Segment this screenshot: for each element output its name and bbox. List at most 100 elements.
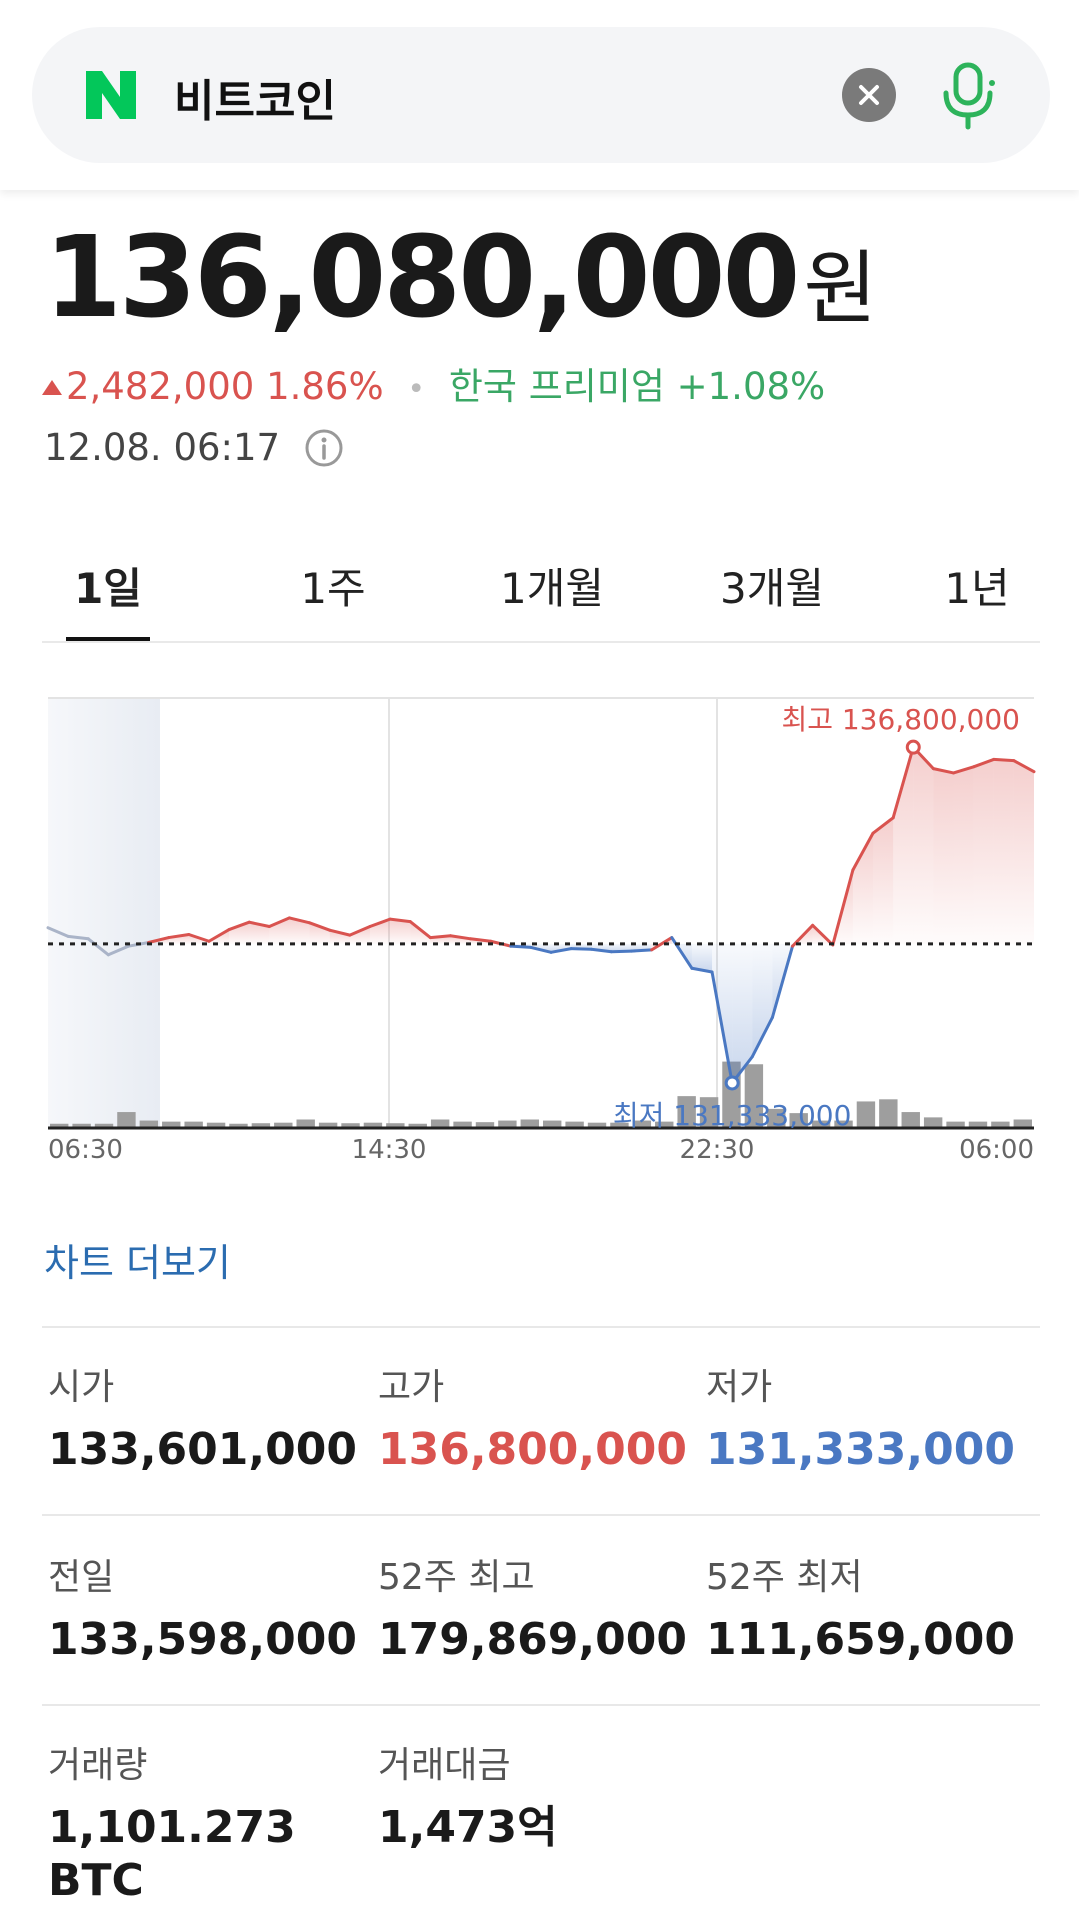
chart-more-link[interactable]: 차트 더보기	[44, 1241, 231, 1285]
period-tabs: 1일 1주 1개월 3개월 1년	[42, 545, 1040, 643]
search-header: 비트코인	[0, 0, 1079, 190]
info-icon[interactable]	[304, 428, 344, 468]
price-line-segment	[368, 917, 392, 929]
volume-bar	[341, 1123, 360, 1128]
close-icon	[859, 85, 879, 105]
stat-prev-close: 전일 133,598,000	[48, 1548, 357, 1667]
volume-bar	[50, 1123, 69, 1128]
price-area-segment	[933, 768, 954, 944]
volume-bar	[677, 1096, 696, 1128]
tab-1d[interactable]: 1일	[74, 564, 142, 613]
price-line-segment	[287, 916, 312, 925]
tab-1y[interactable]: 1년	[944, 564, 1010, 613]
price-unit: 원	[803, 242, 878, 335]
volume-bar	[587, 1122, 607, 1128]
stat-value: 131,333,000	[706, 1424, 1015, 1475]
price-line-segment	[609, 949, 634, 954]
price-area-segment	[732, 943, 753, 1083]
clear-search-button[interactable]	[842, 68, 896, 122]
volume-bar	[543, 1120, 562, 1128]
price-area-segment	[752, 943, 773, 1057]
search-bar[interactable]: 비트코인	[32, 27, 1050, 163]
price-area-segment	[1013, 760, 1034, 944]
quote-timestamp: 12.08. 06:17	[44, 426, 281, 469]
price-line-segment	[831, 868, 855, 947]
volume-bar	[94, 1123, 114, 1128]
naver-logo-icon[interactable]	[82, 67, 140, 123]
microphone-icon[interactable]	[938, 61, 998, 131]
price-line-segment	[247, 920, 271, 929]
volume-bar	[229, 1123, 248, 1128]
volume-bar	[363, 1122, 383, 1128]
price-area-segment	[329, 930, 350, 944]
price-line-segment	[86, 937, 110, 957]
volume-bar	[610, 1122, 629, 1128]
korea-premium-value: +1.08%	[676, 365, 826, 408]
stat-value: 133,601,000	[48, 1424, 357, 1475]
price-line-segment	[408, 920, 432, 940]
price-change: 2,482,000	[66, 365, 255, 408]
volume-bar	[72, 1123, 91, 1128]
volume-bar	[296, 1119, 315, 1128]
stat-52w-high: 52주 최고 179,869,000	[378, 1548, 687, 1667]
volume-bar	[834, 1120, 853, 1128]
volume-bar	[274, 1122, 293, 1128]
price-change-percent: 1.86%	[266, 365, 384, 408]
price-line-segment	[267, 916, 291, 929]
volume-bar	[453, 1121, 472, 1128]
price-area-segment	[913, 747, 934, 944]
price-line-segment	[750, 1015, 774, 1059]
stats-divider	[42, 1514, 1040, 1516]
price-line-segment	[66, 934, 90, 941]
price-line-segment	[348, 925, 372, 937]
pre-market-shade	[48, 698, 160, 1128]
price-line-segment	[891, 745, 915, 820]
x-tick-0600: 06:00	[959, 1135, 1034, 1165]
volume-bar	[430, 1119, 450, 1128]
volume-bar	[901, 1112, 920, 1128]
volume-bar	[475, 1122, 495, 1128]
price-area-segment	[349, 926, 370, 944]
price-line-segment	[428, 934, 452, 940]
price-line-segment	[650, 936, 674, 952]
price-line-segment	[227, 920, 251, 932]
price-line-segment	[1012, 759, 1036, 774]
volume-bar	[767, 1108, 786, 1128]
tab-1w[interactable]: 1주	[300, 564, 366, 613]
price-line-segment	[791, 923, 815, 948]
low-marker	[724, 1075, 740, 1091]
stat-label: 거래대금	[378, 1745, 511, 1786]
high-marker	[905, 739, 921, 755]
price-area-segment	[390, 919, 411, 944]
volume-bar	[408, 1123, 427, 1128]
price-line-segment	[770, 944, 795, 1019]
korea-premium-label: 한국 프리미엄	[448, 365, 665, 408]
volume-bar	[968, 1121, 988, 1128]
price-line-segment	[630, 948, 654, 953]
volume-bar	[923, 1117, 943, 1128]
volume-bar	[1013, 1119, 1032, 1128]
search-input[interactable]: 비트코인	[174, 76, 336, 127]
volume-bar	[856, 1101, 876, 1128]
stat-volume: 거래량 1,101.273 BTC	[48, 1736, 338, 1908]
active-tab-indicator	[66, 637, 150, 641]
stat-label: 시가	[48, 1367, 115, 1408]
volume-bar	[946, 1121, 965, 1128]
price-area	[148, 747, 1034, 1083]
price-line-segment	[992, 757, 1016, 763]
tab-3m[interactable]: 3개월	[719, 564, 824, 613]
volume-bar	[811, 1120, 831, 1128]
x-tick-1430: 14:30	[352, 1135, 427, 1165]
price-area-segment	[993, 759, 1014, 944]
price-line-segment	[972, 757, 996, 769]
price-line-segment	[569, 947, 593, 951]
stat-value: 111,659,000	[706, 1614, 1015, 1665]
volume-bar	[991, 1121, 1010, 1128]
stat-label: 저가	[706, 1367, 773, 1408]
tab-1m[interactable]: 1개월	[499, 564, 604, 613]
stat-label: 52주 최저	[706, 1557, 863, 1598]
price-line-segment	[167, 933, 191, 940]
price-area-segment	[229, 922, 250, 944]
stats-divider	[42, 1704, 1040, 1706]
price-chart[interactable]: 최고 136,800,000 최저 131,333,000 06:30 14:3…	[42, 690, 1040, 1180]
